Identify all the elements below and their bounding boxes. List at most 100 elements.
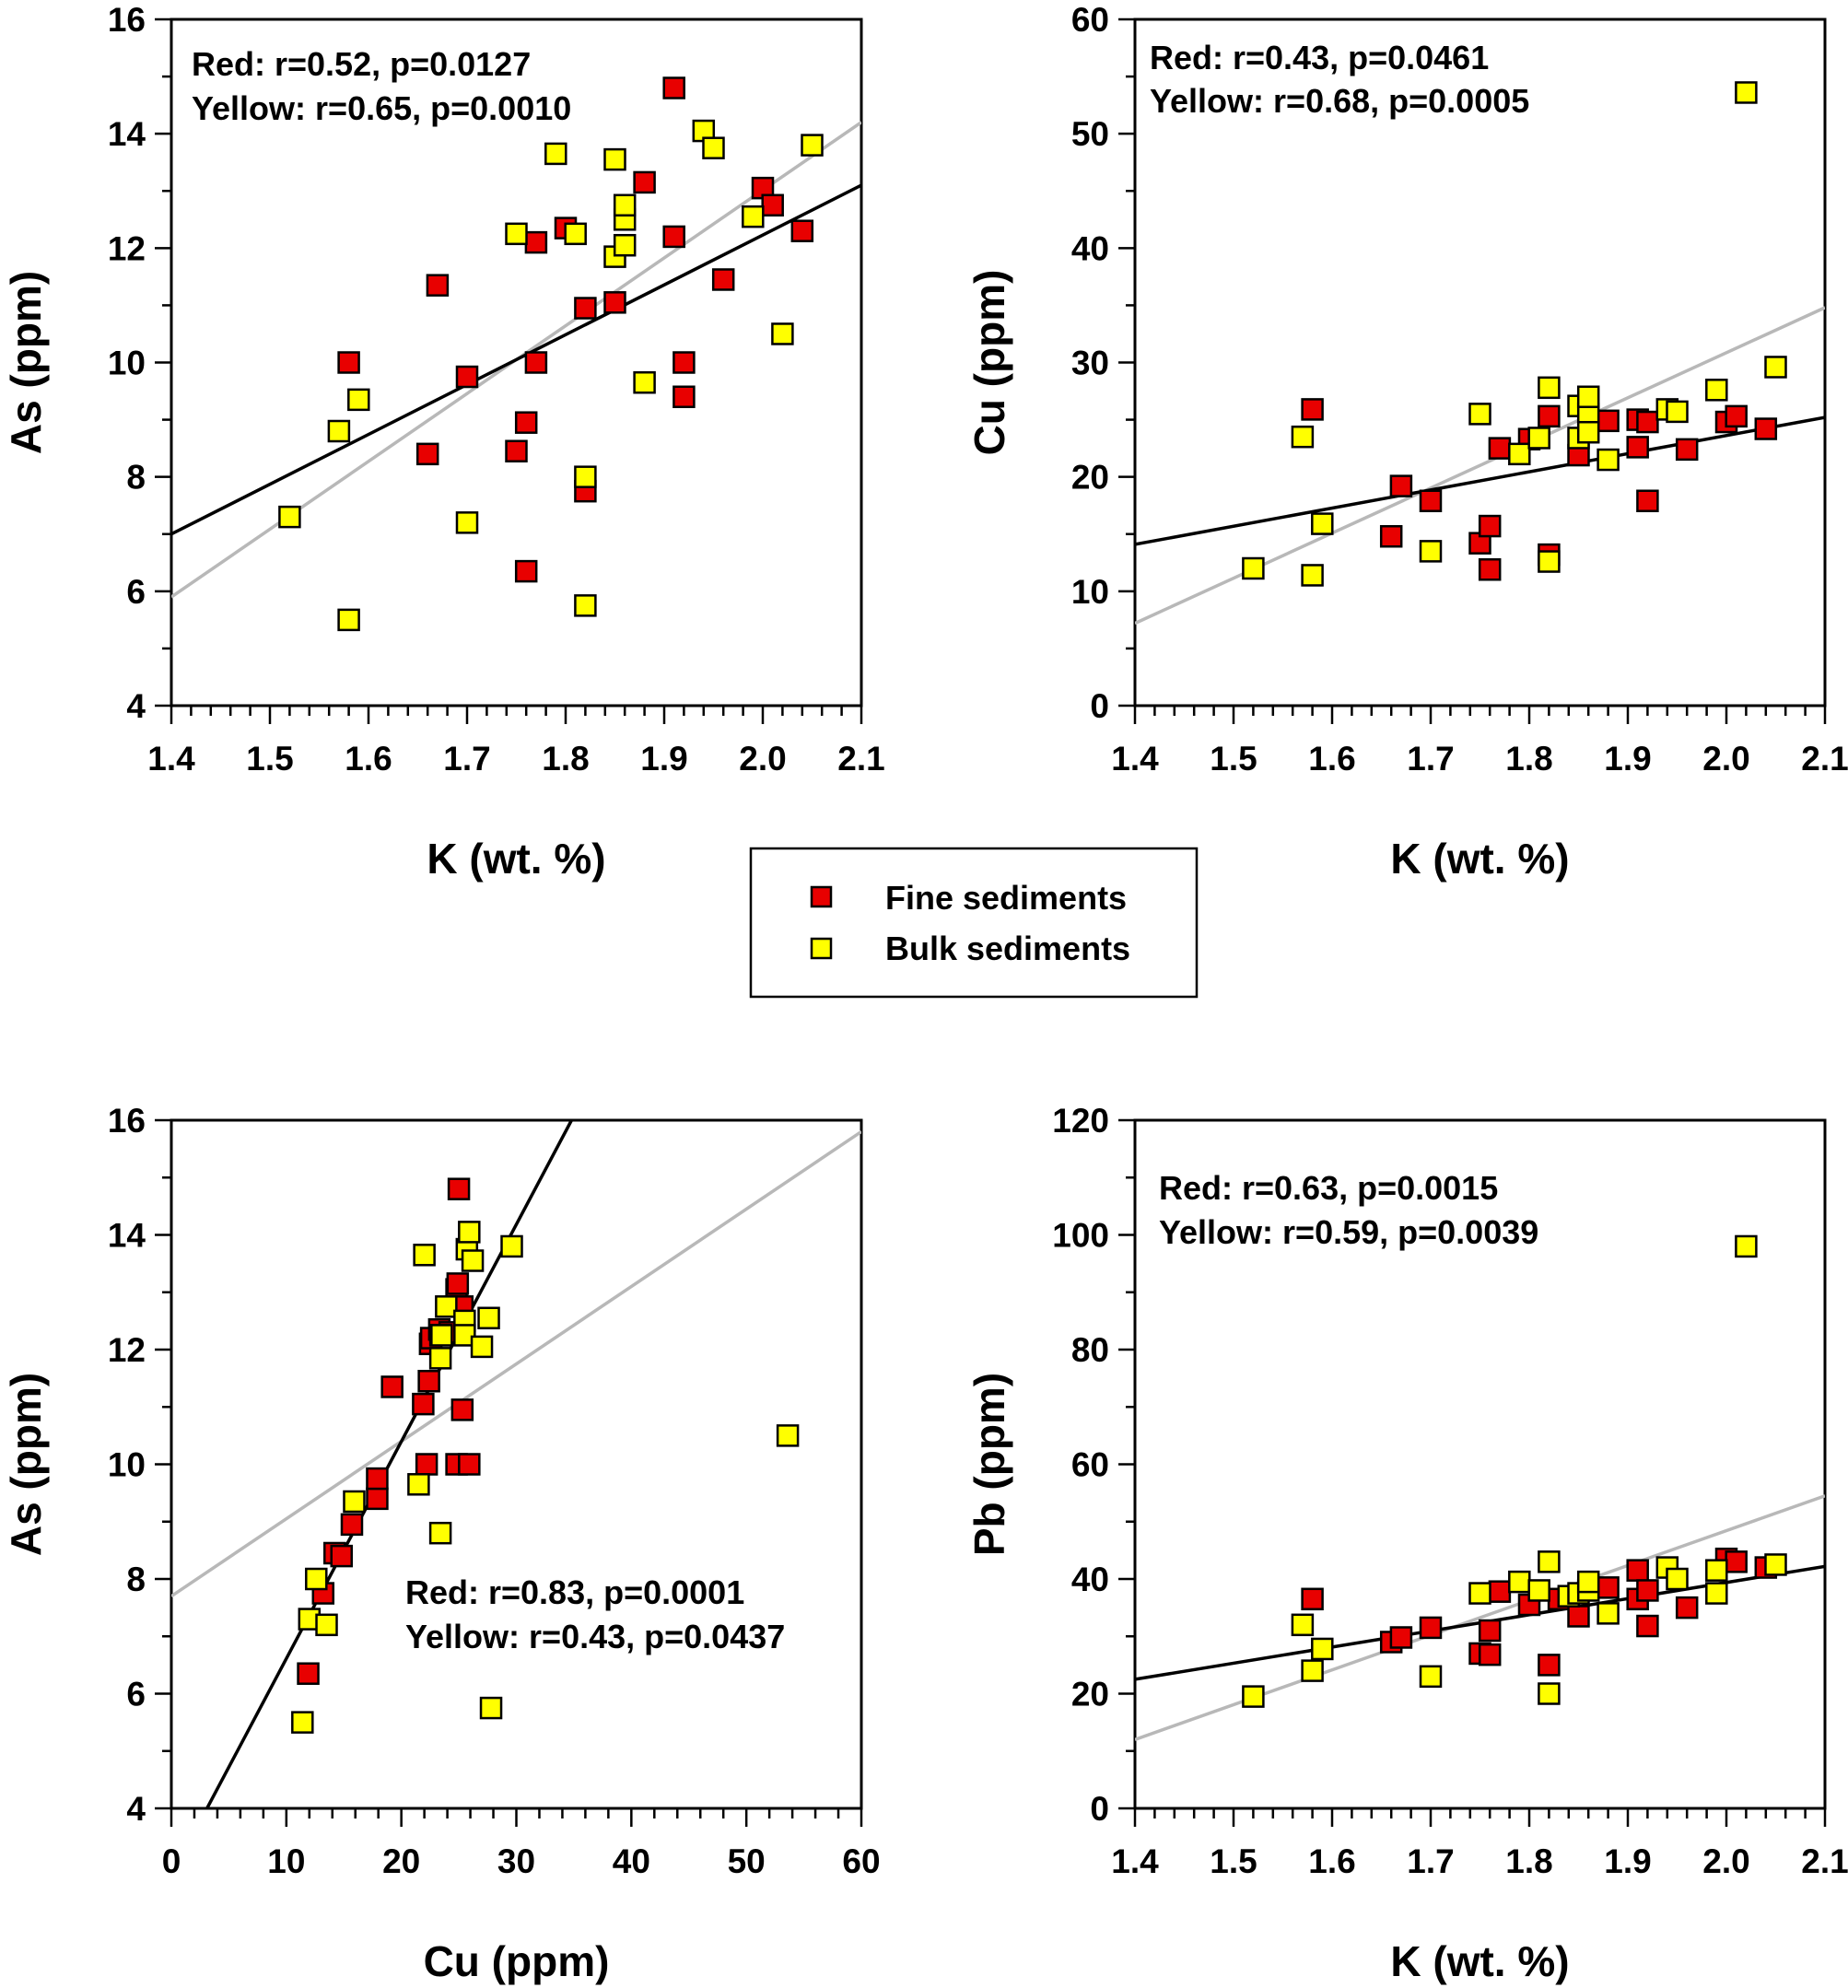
fine-sediment-point	[1636, 1614, 1659, 1638]
x-axis-title: Cu (ppm)	[424, 1937, 610, 1985]
bulk-sediment-point	[413, 1244, 436, 1267]
fine-sediment-point	[1725, 1550, 1748, 1573]
fine-sediment-point	[1419, 1616, 1443, 1640]
x-tick-label: 1.8	[1505, 1842, 1552, 1880]
x-tick-label: 2.1	[1801, 740, 1848, 778]
y-tick-label: 60	[1071, 1, 1109, 39]
y-tick-label: 16	[108, 1102, 146, 1140]
x-tick-label: 1.9	[1604, 1842, 1651, 1880]
bulk-sediment-point	[1242, 556, 1265, 580]
bulk-sediment-point	[613, 193, 637, 217]
yellow-correlation-stat: Yellow: r=0.65, p=0.0010	[192, 89, 571, 127]
fine-trend-line	[171, 183, 861, 536]
fine-sediment-point	[514, 559, 538, 583]
x-tick-label: 2.0	[1702, 1842, 1749, 1880]
y-tick-label: 40	[1071, 229, 1109, 267]
y-axis-title: Cu (ppm)	[965, 270, 1013, 456]
x-tick-label: 10	[267, 1842, 305, 1880]
bulk-sediment-point	[1508, 1570, 1531, 1594]
fine-sediment-point	[1379, 524, 1403, 548]
fine-sediment-point	[1538, 404, 1561, 428]
fine-sediment-point	[1636, 410, 1659, 434]
bulk-sediment-point	[1764, 1553, 1787, 1576]
fine-sediment-point	[790, 219, 814, 242]
bulk-sediment-point	[347, 388, 370, 412]
y-tick-label: 0	[1090, 687, 1109, 725]
fine-sediment-point	[458, 1453, 481, 1476]
bulk-sediment-point	[613, 233, 637, 257]
fine-sediment-point	[505, 439, 528, 462]
red-correlation-stat: Red: r=0.63, p=0.0015	[1159, 1169, 1498, 1207]
bulk-sediment-point	[1291, 425, 1315, 449]
legend-label-bulk: Bulk sediments	[885, 930, 1130, 967]
fine-sediment-point	[1488, 437, 1512, 460]
plot-frame	[1133, 18, 1827, 707]
fine-sediment-point	[1626, 436, 1649, 459]
x-tick-label: 1.5	[1210, 740, 1257, 778]
bulk-sediment-point	[1419, 540, 1443, 563]
red-correlation-stat: Red: r=0.43, p=0.0461	[1150, 39, 1489, 76]
bulk-sediment-point	[1538, 1550, 1561, 1573]
bulk-sediment-point	[1666, 400, 1689, 424]
y-tick-label: 14	[108, 1217, 146, 1255]
panel-cu-vs-k: 1.4 1.5 1.6 1.7 1.8 1.9 2.0 2.1 0 10 20 30 40 50 60 K (…	[965, 1, 1848, 883]
fine-sediment-point	[1478, 557, 1502, 581]
x-tick-label: 1.9	[1604, 740, 1651, 778]
fine-sediment-point	[447, 1177, 471, 1200]
bulk-sediment-point	[1527, 1579, 1550, 1602]
x-tick-label: 1.4	[147, 740, 195, 778]
y-axis-title: As (ppm)	[2, 1373, 50, 1556]
bulk-sediment-point	[315, 1613, 338, 1637]
x-tick-label: 30	[497, 1842, 535, 1880]
bulk-sediment-point	[1538, 376, 1561, 400]
bulk-sediment-point	[477, 1306, 500, 1330]
bulk-sediment-point	[1576, 1570, 1600, 1594]
fine-sediment-point	[1675, 1596, 1699, 1620]
x-tick-label: 60	[842, 1842, 880, 1880]
y-tick-label: 30	[1071, 345, 1109, 382]
fine-sediment-point	[1725, 404, 1748, 428]
bulk-sediment-point	[1311, 1637, 1334, 1661]
bulk-sediment-point	[455, 511, 479, 534]
fine-sediment-point	[426, 274, 450, 297]
bulk-sediment-point	[574, 465, 597, 488]
bulk-sediment-point	[1468, 1582, 1491, 1605]
x-tick-label: 2.1	[1801, 1842, 1848, 1880]
fine-trend-line	[1135, 415, 1825, 546]
y-axis-title: Pb (ppm)	[965, 1373, 1013, 1556]
x-tick-label: 2.0	[1702, 740, 1749, 778]
y-tick-label: 50	[1071, 115, 1109, 153]
x-tick-label: 1.6	[1308, 1842, 1355, 1880]
bulk-sediment-point	[461, 1249, 485, 1272]
bulk-sediment-point	[1735, 81, 1758, 104]
bulk-sediment-point	[1705, 1559, 1728, 1582]
fine-sediment-point	[1478, 514, 1502, 538]
bulk-sediment-point	[1576, 385, 1600, 408]
bulk-sediment-point	[458, 1221, 481, 1244]
fine-sediment-point	[673, 385, 696, 408]
bulk-sediment-point	[742, 205, 765, 228]
bulk-sediment-point	[479, 1696, 503, 1720]
bulk-sediment-point	[564, 222, 587, 246]
bulk-sediment-point	[776, 1424, 800, 1447]
x-tick-label: 1.6	[345, 740, 392, 778]
fine-sediment-point	[673, 351, 696, 374]
bulk-sediment-point	[430, 1324, 453, 1347]
bulk-sediment-point	[702, 136, 725, 159]
fine-sediment-point	[633, 170, 656, 194]
bulk-sediment-point	[1242, 1685, 1265, 1708]
y-tick-label: 6	[126, 573, 146, 611]
fine-sediment-point	[711, 268, 735, 291]
bulk-sediment-point	[1301, 564, 1324, 587]
bulk-sediment-point	[1538, 550, 1561, 573]
y-tick-label: 0	[1090, 1790, 1109, 1828]
x-tick-label: 50	[728, 1842, 766, 1880]
bulk-sediment-point	[1705, 1582, 1728, 1605]
bulk-sediment-point	[1311, 512, 1334, 535]
y-tick-label: 4	[126, 1790, 146, 1828]
y-tick-label: 10	[108, 345, 146, 382]
y-tick-label: 10	[108, 1446, 146, 1484]
fine-sediment-point	[380, 1375, 404, 1398]
fine-sediment-point	[1597, 1576, 1620, 1599]
